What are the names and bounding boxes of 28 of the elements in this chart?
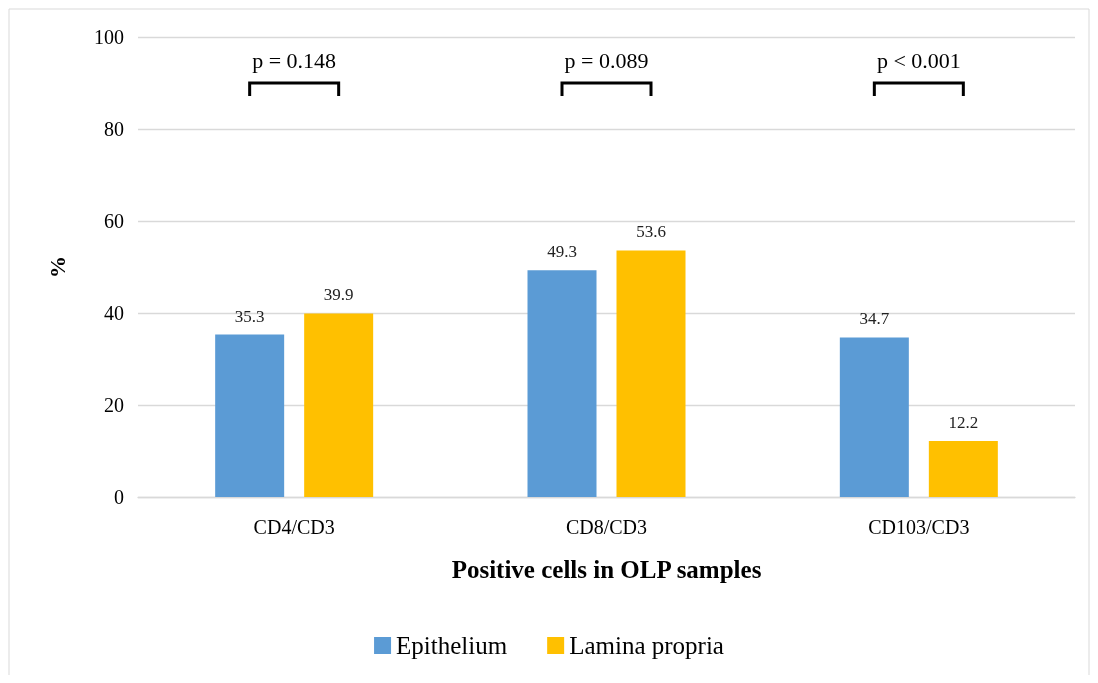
annotation: p = 0.148 [252, 47, 337, 73]
x-tick-label: CD4/CD3 [253, 516, 335, 538]
y-axis-title: % [44, 256, 70, 278]
x-axis-title: Positive cells in OLP samples [451, 556, 762, 583]
data-label: 12.2 [948, 412, 979, 432]
y-tick-label: 100 [94, 26, 124, 48]
bar [616, 250, 686, 497]
y-tick-label: 80 [104, 118, 124, 140]
data-label: 39.9 [323, 285, 354, 305]
legend-label: Epithelium [396, 632, 508, 659]
y-tick-label: 0 [114, 486, 124, 508]
x-tick-label: CD103/CD3 [868, 516, 970, 538]
annotation: p = 0.089 [564, 47, 649, 73]
bar [527, 270, 597, 497]
data-label: 49.3 [547, 242, 577, 262]
bar [839, 337, 909, 497]
data-label: 35.3 [234, 306, 265, 326]
x-tick-label: CD8/CD3 [565, 516, 648, 538]
bar [928, 440, 998, 497]
annotation: p < 0.001 [876, 47, 961, 73]
bar [215, 334, 285, 497]
legend-label: Lamina propria [569, 632, 724, 659]
data-label: 53.6 [636, 222, 666, 242]
bar [304, 313, 374, 497]
y-tick-label: 20 [104, 394, 124, 416]
y-tick-label: 40 [104, 302, 124, 324]
data-label: 34.7 [859, 309, 890, 329]
y-tick-label: 60 [104, 210, 124, 232]
